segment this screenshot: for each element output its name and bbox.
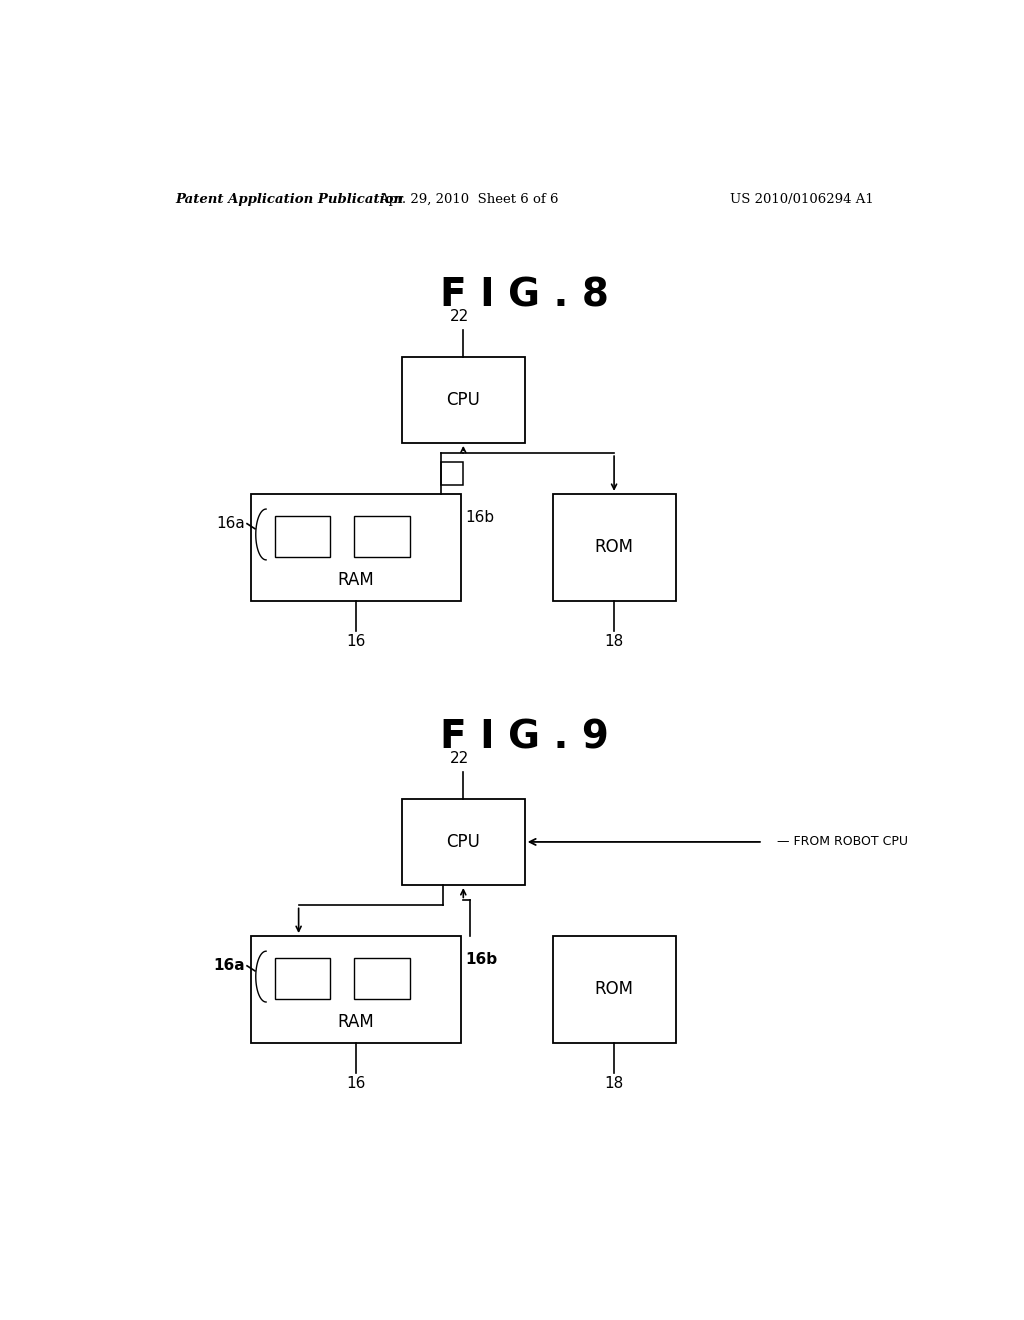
Text: CPU: CPU	[446, 391, 480, 409]
Bar	[354, 516, 410, 557]
Bar	[274, 958, 331, 999]
Text: 16a: 16a	[216, 516, 245, 531]
Bar	[553, 494, 676, 601]
Text: 22: 22	[450, 751, 469, 766]
Text: 18: 18	[604, 634, 624, 648]
Bar	[251, 936, 461, 1043]
Text: US 2010/0106294 A1: US 2010/0106294 A1	[730, 193, 873, 206]
Bar	[251, 494, 461, 601]
Text: 22: 22	[450, 309, 469, 325]
Text: 16b: 16b	[465, 510, 495, 525]
Text: CPU: CPU	[446, 833, 480, 851]
Bar	[354, 958, 410, 999]
Text: F I G . 9: F I G . 9	[440, 719, 609, 756]
Text: 16: 16	[346, 634, 366, 648]
Text: RAM: RAM	[338, 572, 375, 589]
Text: RAM: RAM	[338, 1014, 375, 1031]
Text: Apr. 29, 2010  Sheet 6 of 6: Apr. 29, 2010 Sheet 6 of 6	[380, 193, 559, 206]
Text: Patent Application Publication: Patent Application Publication	[176, 193, 403, 206]
Text: 18: 18	[604, 1076, 624, 1090]
Text: ROM: ROM	[595, 981, 634, 998]
Text: 16a: 16a	[213, 958, 245, 973]
Text: F I G . 8: F I G . 8	[440, 277, 609, 314]
Text: 16b: 16b	[465, 952, 498, 968]
Bar	[274, 516, 331, 557]
Bar	[441, 462, 463, 484]
Bar	[553, 936, 676, 1043]
Text: — FROM ROBOT CPU: — FROM ROBOT CPU	[777, 836, 908, 849]
Text: 16: 16	[346, 1076, 366, 1090]
Bar	[401, 799, 524, 886]
Text: ROM: ROM	[595, 539, 634, 556]
Bar	[401, 356, 524, 444]
